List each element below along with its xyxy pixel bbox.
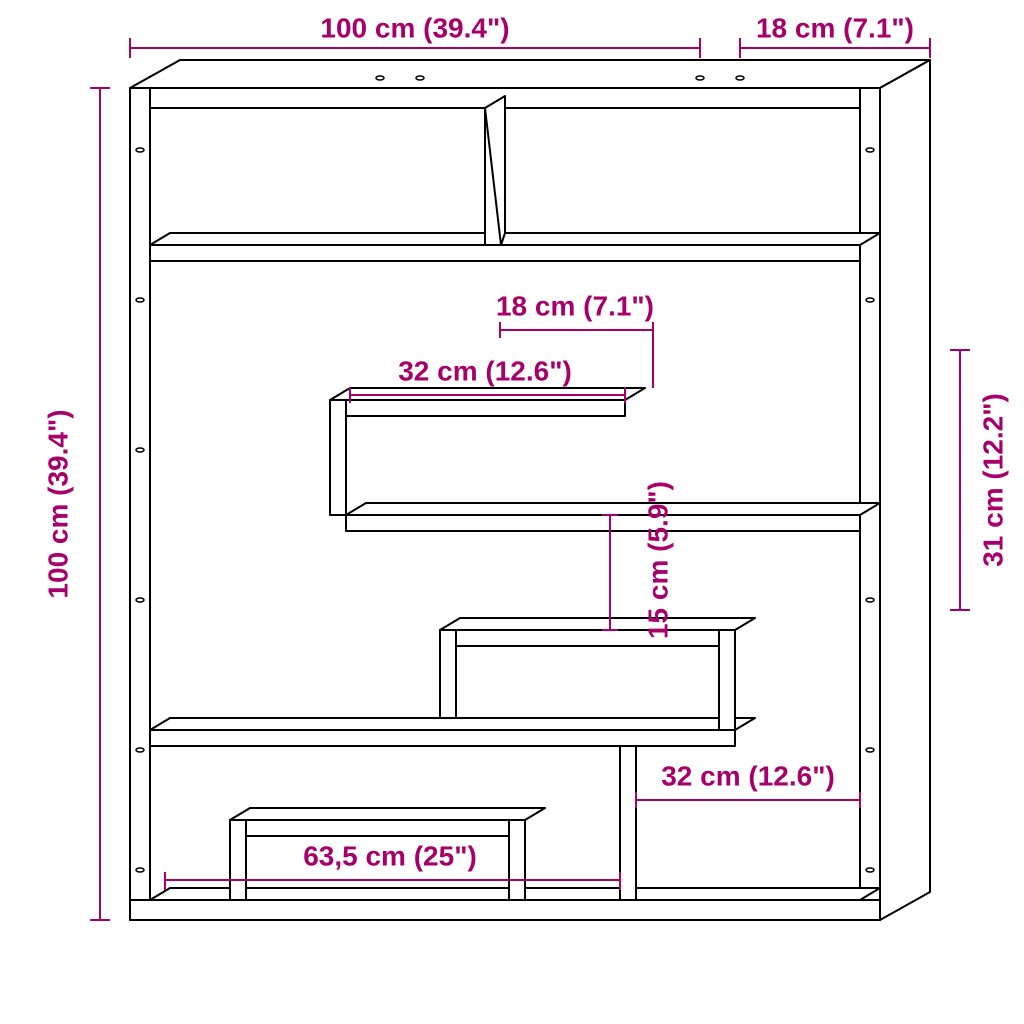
dim-inner-width: 32 cm (12.6") (350, 355, 625, 403)
dim-bottom-right: 32 cm (12.6") (636, 760, 860, 808)
dim-width-top: 100 cm (39.4") (130, 12, 700, 58)
svg-text:100 cm (39.4"): 100 cm (39.4") (320, 12, 509, 43)
svg-text:31 cm (12.2"): 31 cm (12.2") (977, 393, 1008, 567)
dim-depth-top: 18 cm (7.1") (740, 12, 930, 58)
dim-section-height: 31 cm (12.2") (950, 350, 1008, 610)
svg-text:63,5 cm (25"): 63,5 cm (25") (303, 840, 477, 871)
dimension-diagram: 100 cm (39.4") 18 cm (7.1") 100 cm (39.4… (0, 0, 1024, 1024)
svg-text:100 cm (39.4"): 100 cm (39.4") (42, 409, 73, 598)
dim-height-left: 100 cm (39.4") (42, 88, 110, 920)
svg-text:18 cm (7.1"): 18 cm (7.1") (756, 12, 914, 43)
svg-text:18 cm (7.1"): 18 cm (7.1") (496, 290, 654, 321)
svg-text:15 cm (5.9"): 15 cm (5.9") (642, 481, 673, 639)
svg-text:32 cm (12.6"): 32 cm (12.6") (661, 760, 835, 791)
svg-text:32 cm (12.6"): 32 cm (12.6") (398, 355, 572, 386)
